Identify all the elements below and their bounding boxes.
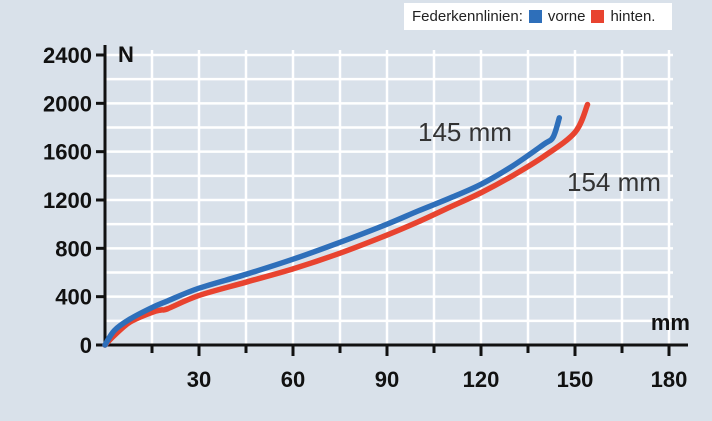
y-tick-label: 1600 [43,140,92,165]
y-tick-label: 1200 [43,188,92,213]
annotation-vorne: 145 mm [418,117,512,147]
series-line-vorne [102,115,563,348]
x-axis-unit: mm [651,310,690,335]
x-tick-label: 120 [463,367,500,392]
series-line-hinten [102,101,591,348]
legend-swatch-vorne [528,10,542,23]
legend-label-hinten: hinten. [610,8,656,25]
y-tick-label: 0 [80,333,92,358]
y-tick-label: 800 [55,236,92,261]
x-tick-label: 150 [557,367,594,392]
x-tick-label: 90 [375,367,399,392]
legend-label-vorne: vorne [547,8,586,25]
legend-title: Federkennlinien: [412,8,523,25]
y-tick-label: 2000 [43,91,92,116]
y-tick-label: 2400 [43,43,92,68]
legend-swatch-hinten [591,10,605,23]
x-tick-label: 60 [281,367,305,392]
x-tick-label: 30 [187,367,211,392]
y-axis-unit: N [118,42,134,67]
x-tick-label: 180 [651,367,688,392]
y-tick-label: 400 [55,285,92,310]
legend: Federkennlinien: vorne hinten. [404,3,672,30]
annotation-hinten: 154 mm [567,167,661,197]
